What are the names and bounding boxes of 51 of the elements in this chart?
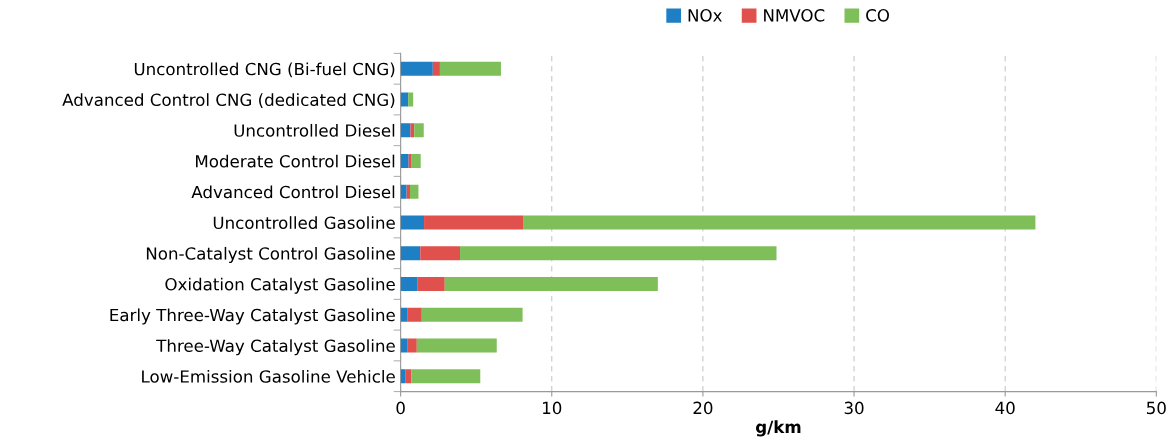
bar xyxy=(424,215,524,230)
x-tick-label: 40 xyxy=(995,401,1015,415)
bar xyxy=(400,246,421,261)
bar xyxy=(523,215,1036,230)
bar xyxy=(407,338,417,353)
bar xyxy=(421,307,523,322)
bar xyxy=(432,61,440,76)
y-tick-label: Uncontrolled Gasoline xyxy=(213,216,395,230)
bar xyxy=(400,123,411,138)
bar xyxy=(405,369,412,384)
bar xyxy=(439,61,501,76)
y-tick-label: Three-Way Catalyst Gasoline xyxy=(156,339,395,356)
y-tick-label: Advanced Control CNG (dedicated CNG) xyxy=(62,93,395,109)
bar xyxy=(460,246,777,261)
y-tick-label: Early Three-Way Catalyst Gasoline xyxy=(110,308,395,325)
bar xyxy=(409,184,419,199)
x-tick-label: 10 xyxy=(542,401,562,415)
y-tick-label: Oxidation Catalyst Gasoline xyxy=(165,277,395,294)
x-tick-label: 20 xyxy=(693,401,713,415)
bar xyxy=(416,338,497,353)
y-tick-label: Uncontrolled Diesel xyxy=(234,123,395,137)
bar xyxy=(400,307,408,322)
bar xyxy=(407,307,422,322)
bar xyxy=(400,184,407,199)
bar xyxy=(400,154,409,168)
bar xyxy=(411,154,421,168)
bar xyxy=(400,215,425,230)
legend-label: NOx xyxy=(688,9,722,22)
bar xyxy=(417,277,445,291)
x-tick-label: 30 xyxy=(844,401,864,415)
bar xyxy=(406,184,410,199)
x-tick-label: 0 xyxy=(396,401,405,415)
y-tick-label: Low-Emission Gasoline Vehicle xyxy=(142,369,395,383)
bar xyxy=(444,277,658,291)
bar xyxy=(411,369,481,384)
bar xyxy=(420,246,461,261)
legend-label: CO xyxy=(866,9,889,22)
y-tick-label: Uncontrolled CNG (Bi-fuel CNG) xyxy=(134,62,395,78)
bar xyxy=(410,123,415,138)
bar xyxy=(400,61,433,76)
bar xyxy=(414,123,424,138)
legend-label: NMVOC xyxy=(764,9,825,22)
bar xyxy=(408,154,412,168)
bar xyxy=(400,277,418,291)
bar xyxy=(408,92,414,107)
y-tick-label: Non-Catalyst Control Gasoline xyxy=(146,246,395,264)
bar xyxy=(400,338,408,353)
x-tick-label: 50 xyxy=(1147,401,1166,415)
y-tick-label: Moderate Control Diesel xyxy=(196,154,395,168)
y-tick-label: Advanced Control Diesel xyxy=(191,185,395,199)
x-axis-title: g/km xyxy=(755,420,801,437)
